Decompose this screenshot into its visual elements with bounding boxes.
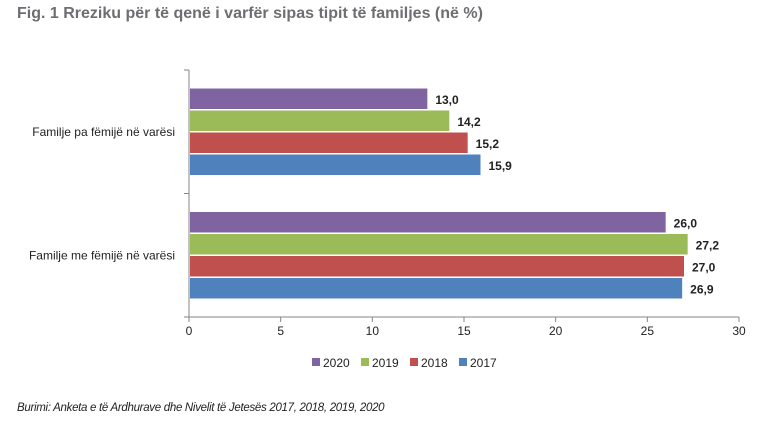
bar-2020 [190,88,428,109]
x-tick-label: 25 [641,324,655,338]
legend-swatch-2018 [410,358,418,366]
chart-title: Fig. 1 Rreziku për të qenë i varfër sipa… [17,5,483,22]
bar-2017 [190,278,683,299]
data-label: 26,9 [690,282,714,296]
x-tick-label: 0 [186,324,193,338]
legend-label: 2019 [372,356,399,370]
legend-label: 2020 [323,356,350,370]
data-label: 15,2 [476,137,500,151]
legend-label: 2018 [421,356,448,370]
x-tick-label: 20 [549,324,563,338]
bar-2020 [190,212,666,233]
legend-swatch-2017 [459,358,467,366]
x-tick-label: 15 [457,324,471,338]
data-label: 13,0 [435,93,459,107]
legend-label: 2017 [470,356,497,370]
source-note: Burimi: Anketa e të Ardhurave dhe Niveli… [17,402,385,414]
bar-2019 [190,110,450,131]
bar-2018 [190,256,684,277]
bar-2019 [190,234,688,255]
data-label: 14,2 [457,115,481,129]
legend-swatch-2020 [312,358,320,366]
data-label: 26,0 [674,216,698,230]
data-label: 27,2 [696,238,720,252]
data-label: 15,9 [489,159,513,173]
category-label: Familje me fëmijë në varësi [29,248,175,262]
legend-swatch-2019 [361,358,369,366]
category-label: Familje pa fëmijë në varësi [32,125,175,139]
data-label: 27,0 [692,260,716,274]
x-tick-label: 30 [732,324,746,338]
bar-2018 [190,132,468,153]
x-tick-label: 5 [277,324,284,338]
bar-2017 [190,154,481,175]
x-tick-label: 10 [366,324,380,338]
